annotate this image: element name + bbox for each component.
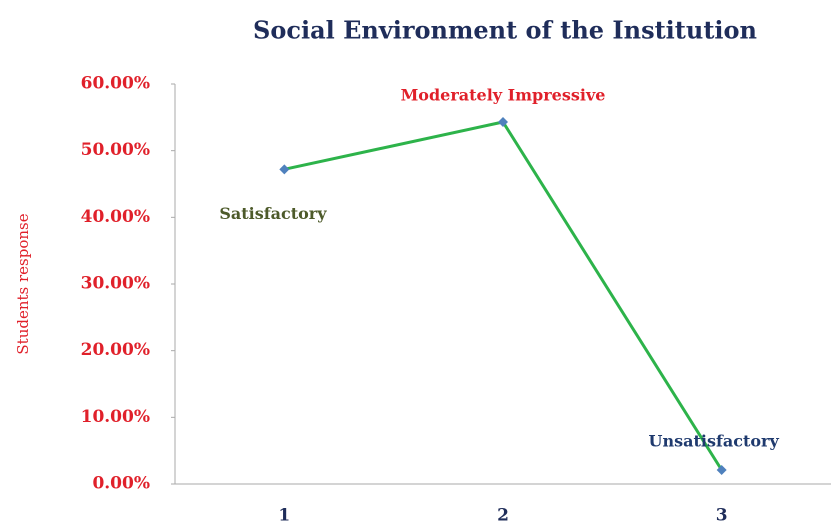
y-tick-label: 10.00% — [81, 407, 150, 427]
data-point — [716, 465, 727, 475]
y-tick-label: 30.00% — [81, 274, 150, 294]
x-tick-label: 3 — [716, 506, 728, 526]
y-tick-label: 20.00% — [81, 340, 150, 360]
y-tick-label: 50.00% — [81, 140, 150, 160]
y-axis-label: Students response — [14, 213, 32, 354]
x-tick-label: 1 — [278, 506, 290, 526]
data-point — [279, 164, 290, 175]
annotation: Satisfactory — [219, 204, 327, 223]
data-point — [498, 117, 508, 127]
y-tick-label: 40.00% — [81, 207, 150, 227]
annotation: Moderately Impressive — [401, 86, 606, 105]
annotation: Unsatisfactory — [649, 432, 780, 451]
x-tick-label: 2 — [497, 506, 509, 526]
series-line — [284, 120, 723, 471]
y-tick-label: 60.00% — [81, 74, 150, 94]
y-tick-label: 0.00% — [92, 474, 150, 494]
chart-title: Social Environment of the Institution — [253, 16, 757, 45]
